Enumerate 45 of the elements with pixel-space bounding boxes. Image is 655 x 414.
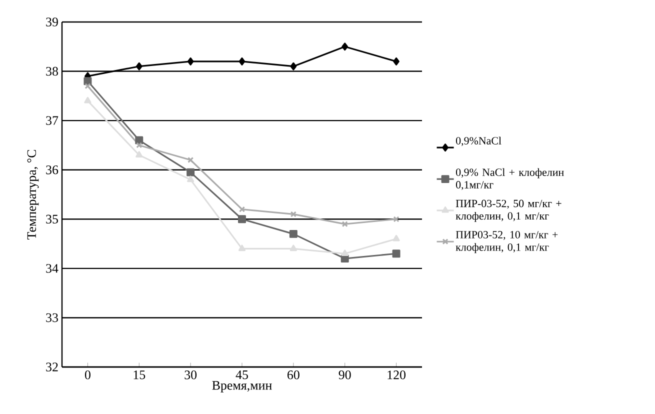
point [136, 151, 143, 158]
x-tick-label: 15 [134, 370, 146, 380]
legend-label: 0,9%NaCl [456, 136, 502, 146]
point [186, 168, 195, 176]
point [392, 250, 400, 258]
point [136, 62, 142, 70]
point [187, 57, 194, 66]
point [136, 142, 142, 148]
legend-label: ПИР-03-52, 50 мг/кг + клофелин, 0,1 мг/кг [456, 200, 562, 222]
point [84, 77, 92, 86]
point [289, 230, 298, 238]
y-tick-label: 38 [46, 66, 58, 76]
point [393, 57, 400, 66]
legend-label: ПИР03-52, 10 мг/кг + клофелин, 0,1 мг/кг [456, 231, 558, 254]
point [290, 211, 296, 218]
point [84, 96, 92, 104]
x-tick-label: 0 [84, 370, 90, 380]
point [290, 62, 297, 70]
point [188, 156, 194, 164]
y-tick-label: 36 [46, 166, 58, 174]
point [238, 57, 246, 66]
x-tick-label: 45 [236, 370, 248, 380]
y-tick-label: 39 [46, 18, 58, 26]
y-tick-label: 37 [46, 116, 58, 125]
point [392, 234, 400, 242]
x-tick-label: 30 [184, 370, 197, 380]
x-tick-label: 60 [288, 370, 300, 380]
point [238, 244, 246, 252]
y-tick-label: 35 [46, 214, 58, 224]
point [187, 176, 194, 182]
legend-label: 0,9% NaCl + клофелин 0,1мг/кг [456, 168, 564, 190]
y-tick-label: 34 [46, 264, 58, 273]
point [290, 244, 297, 252]
y-axis-title: Температура, °C [27, 150, 39, 240]
x-axis-title: Время,мин [212, 381, 272, 392]
point [342, 42, 348, 51]
x-tick-label: 90 [338, 370, 351, 380]
point [342, 221, 348, 228]
point [341, 250, 348, 256]
x-tick-label: 120 [388, 370, 406, 380]
y-tick-label: 33 [46, 313, 58, 322]
point [238, 215, 246, 224]
point [135, 136, 144, 144]
point [238, 206, 246, 212]
y-tick-label: 32 [46, 362, 58, 372]
